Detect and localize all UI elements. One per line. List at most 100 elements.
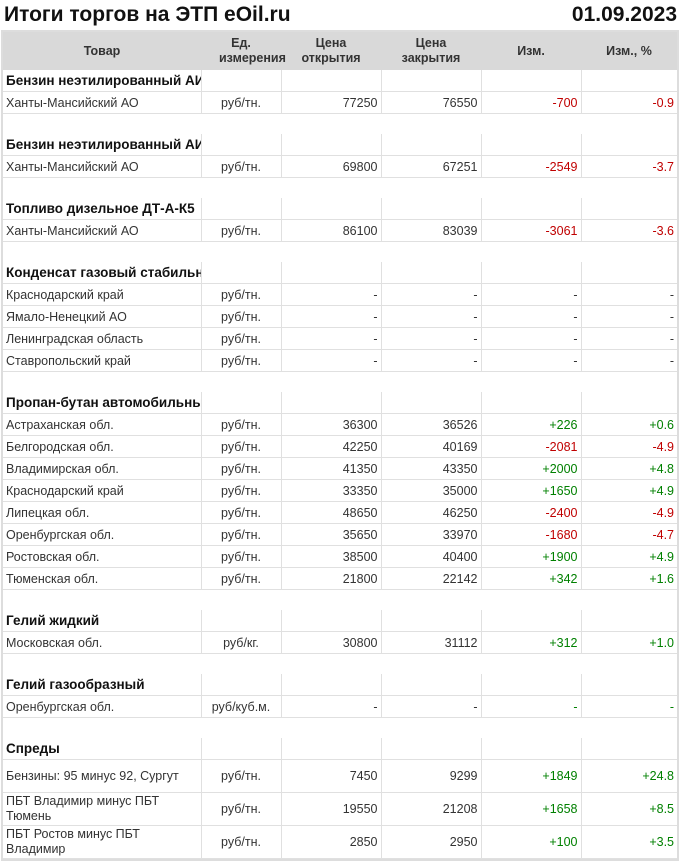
- cell-product: ПБТ Владимир минус ПБТ Тюмень: [3, 792, 201, 826]
- cell-change: +1650: [480, 479, 581, 502]
- empty-cell: [200, 610, 281, 632]
- cell-unit: руб/тн.: [200, 792, 281, 826]
- table-row: Владимирская обл. руб/тн. 41350 43350 +2000 +…: [3, 457, 677, 480]
- table-row: Белгородская обл. руб/тн. 42250 40169 -2081-…: [3, 435, 677, 458]
- cell-product: Тюменская обл.: [3, 567, 201, 590]
- empty-cell: [380, 674, 481, 696]
- cell-change: -3061: [480, 219, 581, 242]
- cell-open-price: 7450: [280, 759, 381, 793]
- empty-cell: [380, 738, 481, 760]
- cell-product: ПБТ Ростов минус ПБТ Владимир: [3, 825, 201, 859]
- section-header-row: Бензин неэтилированный АИ-92-К5: [3, 134, 677, 156]
- cell-unit: руб/тн.: [200, 457, 281, 480]
- cell-unit: руб/тн.: [200, 523, 281, 546]
- cell-open-price: 35650: [280, 523, 381, 546]
- empty-cell: [200, 198, 281, 220]
- cell-change: +2000: [480, 457, 581, 480]
- cell-change-percent: -3.7: [580, 155, 677, 178]
- empty-cell: [200, 262, 281, 284]
- table-row: Ханты-Мансийский АО руб/тн. 69800 67251 -254…: [3, 155, 677, 178]
- cell-close-price: -: [380, 305, 481, 328]
- cell-change: -700: [480, 91, 581, 114]
- empty-cell: [280, 262, 381, 284]
- empty-cell: [280, 674, 381, 696]
- cell-close-price: 22142: [380, 567, 481, 590]
- cell-change-percent: -4.9: [580, 501, 677, 524]
- cell-close-price: -: [380, 695, 481, 718]
- empty-cell: [580, 262, 677, 284]
- empty-cell: [480, 610, 581, 632]
- cell-product: Краснодарский край: [3, 283, 201, 306]
- empty-cell: [200, 392, 281, 414]
- empty-cell: [280, 738, 381, 760]
- table-header-row: Товар Ед. измерения Цена открытия Цена закр…: [3, 32, 677, 70]
- cell-close-price: 33970: [380, 523, 481, 546]
- cell-unit: руб/тн.: [200, 413, 281, 436]
- table-row: Тюменская обл. руб/тн. 21800 22142 +342 +1.6: [3, 567, 677, 590]
- column-header-change-percent: Изм., %: [581, 32, 677, 70]
- cell-open-price: -: [280, 349, 381, 372]
- spacer-row: [3, 178, 677, 199]
- table-row: Краснодарский край руб/тн. - - - -: [3, 283, 677, 306]
- cell-change-percent: -: [580, 349, 677, 372]
- table-row: ПБТ Владимир минус ПБТ Тюмень руб/тн. 1955…: [3, 792, 677, 826]
- cell-change-percent: +0.6: [580, 413, 677, 436]
- cell-change-percent: +1.6: [580, 567, 677, 590]
- cell-change-percent: -0.9: [580, 91, 677, 114]
- section-header-row: Гелий газообразный: [3, 674, 677, 696]
- cell-unit: руб/тн.: [200, 349, 281, 372]
- cell-unit: руб/тн.: [200, 567, 281, 590]
- spacer: [3, 114, 677, 135]
- cell-close-price: -: [380, 349, 481, 372]
- spacer-row: [3, 718, 677, 739]
- cell-unit: руб/тн.: [200, 327, 281, 350]
- cell-change: -1680: [480, 523, 581, 546]
- empty-cell: [380, 392, 481, 414]
- cell-close-price: 40400: [380, 545, 481, 568]
- section-header-row: Конденсат газовый стабильный: [3, 262, 677, 284]
- cell-change: -: [480, 327, 581, 350]
- cell-unit: руб/тн.: [200, 501, 281, 524]
- cell-open-price: 33350: [280, 479, 381, 502]
- section-title: Гелий жидкий: [3, 610, 201, 632]
- cell-product: Владимирская обл.: [3, 457, 201, 480]
- section-header-row: Гелий жидкий: [3, 610, 677, 632]
- cell-change: +226: [480, 413, 581, 436]
- cell-change-percent: -: [580, 283, 677, 306]
- table-row: Оренбургская обл. руб/куб.м. - - - -: [3, 695, 677, 718]
- spacer-row: [3, 372, 677, 393]
- cell-open-price: 2850: [280, 825, 381, 859]
- empty-cell: [200, 134, 281, 156]
- spacer: [3, 242, 677, 263]
- cell-product: Московская обл.: [3, 631, 201, 654]
- cell-product: Краснодарский край: [3, 479, 201, 502]
- cell-close-price: 83039: [380, 219, 481, 242]
- empty-cell: [480, 134, 581, 156]
- cell-product: Ханты-Мансийский АО: [3, 155, 201, 178]
- table-row: Ростовская обл. руб/тн. 38500 40400 +1900 +4.…: [3, 545, 677, 568]
- prices-table-container: Товар Ед. измерения Цена открытия Цена закр…: [1, 30, 679, 861]
- table-row: ПБТ Ростов минус ПБТ Владимир руб/тн. 2850…: [3, 825, 677, 859]
- cell-product: Липецкая обл.: [3, 501, 201, 524]
- cell-close-price: 46250: [380, 501, 481, 524]
- cell-unit: руб/куб.м.: [200, 695, 281, 718]
- table-row: Краснодарский край руб/тн. 33350 35000 +1650…: [3, 479, 677, 502]
- table-row: Ленинградская область руб/тн. - - - -: [3, 327, 677, 350]
- cell-change: +1900: [480, 545, 581, 568]
- cell-close-price: 67251: [380, 155, 481, 178]
- report-header: Итоги торгов на ЭТП eOil.ru 01.09.2023: [0, 0, 680, 30]
- empty-cell: [200, 674, 281, 696]
- cell-change-percent: -3.6: [580, 219, 677, 242]
- table-row: Ханты-Мансийский АО руб/тн. 86100 83039 -306…: [3, 219, 677, 242]
- cell-unit: руб/тн.: [200, 155, 281, 178]
- cell-open-price: 30800: [280, 631, 381, 654]
- cell-open-price: 21800: [280, 567, 381, 590]
- spacer-row: [3, 114, 677, 135]
- cell-close-price: -: [380, 327, 481, 350]
- section-title: Гелий газообразный: [3, 674, 201, 696]
- cell-product: Ханты-Мансийский АО: [3, 219, 201, 242]
- cell-close-price: 36526: [380, 413, 481, 436]
- cell-change: -: [480, 349, 581, 372]
- report-date: 01.09.2023: [571, 3, 677, 26]
- cell-product: Ямало-Ненецкий АО: [3, 305, 201, 328]
